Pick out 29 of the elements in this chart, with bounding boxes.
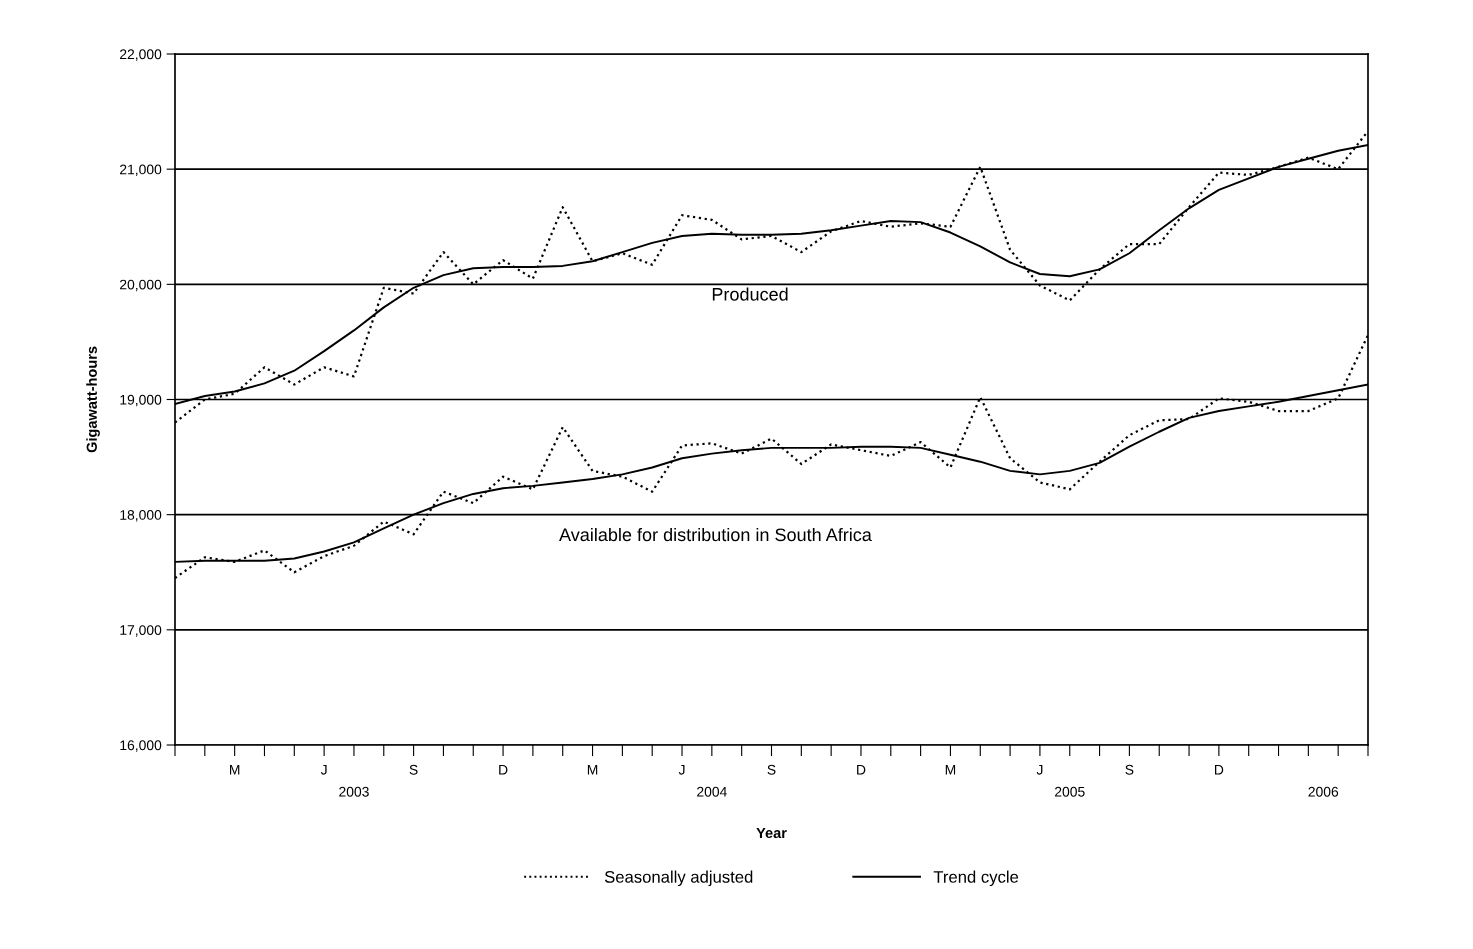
annotation: Produced [712,287,788,301]
x-tick-label: M [230,764,240,775]
text: 2003 [339,786,369,797]
y-tick-label: 19,000 [120,394,162,407]
annotation: Available for distribution in South Africa [559,527,872,542]
y-tick-label: 22,000 [120,49,162,61]
y-tick-label: 17,000 [120,625,162,637]
x-tick-label: S [409,764,418,775]
x-tick-label: M [945,764,956,775]
y-tick-label: 16,000 [120,740,162,752]
text: 2004 [697,786,727,797]
y-tick-label: 21,000 [120,164,162,176]
legend-label: Seasonally adjusted [604,870,753,887]
y-tick-label: 20,000 [120,279,162,292]
x-tick-label: J [320,764,327,775]
legend-label: Trend cycle [933,870,1019,887]
x-tick-label: S [767,764,776,775]
y-axis-title: Gigawatt-hours [86,346,100,453]
text: 2005 [1055,786,1085,797]
x-tick-label: D [499,764,508,775]
x-axis-title: Year [756,827,787,839]
x-tick-label: D [1215,764,1224,775]
x-tick-label: S [1125,764,1134,775]
x-tick-label: J [678,764,685,775]
y-tick-label: 18,000 [120,510,162,522]
x-tick-label: J [1036,764,1043,775]
text: 2006 [1308,786,1339,797]
x-tick-label: D [857,764,866,775]
x-tick-label: M [587,764,598,775]
